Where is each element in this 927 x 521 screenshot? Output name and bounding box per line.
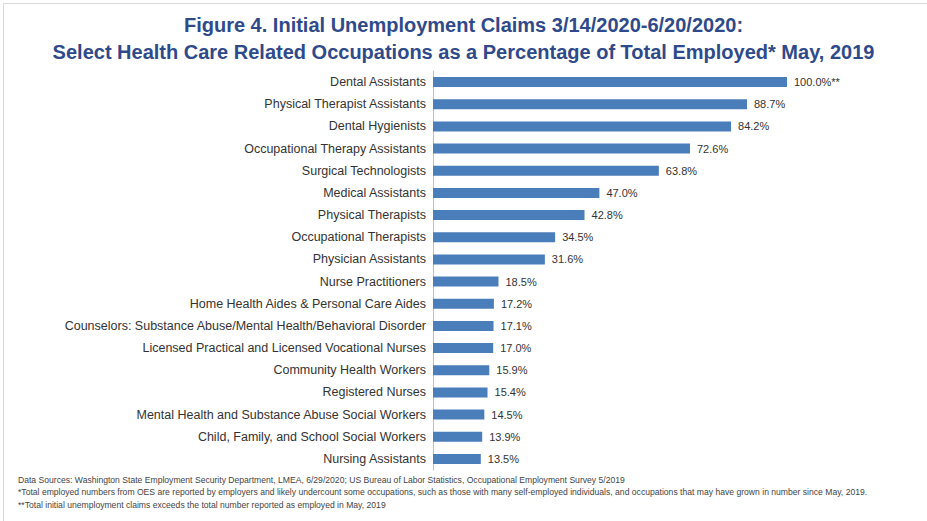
svg-text:Select Health Care Related Occ: Select Health Care Related Occupations a… [53, 41, 875, 63]
svg-text:17.0%: 17.0% [500, 342, 531, 354]
svg-text:Dental Hygienists: Dental Hygienists [329, 119, 426, 133]
svg-text:84.2%: 84.2% [738, 120, 769, 132]
svg-text:100.0%**: 100.0%** [794, 76, 841, 88]
svg-text:Nursing Assistants: Nursing Assistants [323, 452, 426, 466]
svg-text:Counselors: Substance Abuse/Me: Counselors: Substance Abuse/Mental Healt… [65, 319, 426, 333]
svg-text:Registered Nurses: Registered Nurses [322, 385, 426, 399]
svg-text:42.8%: 42.8% [592, 209, 623, 221]
svg-text:47.0%: 47.0% [606, 187, 637, 199]
svg-text:15.4%: 15.4% [495, 386, 526, 398]
svg-text:Child, Family, and School Soci: Child, Family, and School Social Workers [198, 430, 426, 444]
svg-text:13.5%: 13.5% [488, 453, 519, 465]
svg-text:Initial Unemployment Claims 3/: Initial Unemployment Claims 3/14/2020-6/… [267, 14, 743, 36]
svg-text:Licensed Practical and License: Licensed Practical and Licensed Vocation… [142, 341, 426, 355]
svg-text:34.5%: 34.5% [562, 231, 593, 243]
svg-text:Mental Health and Substance Ab: Mental Health and Substance Abuse Social… [136, 408, 426, 422]
svg-text:Occupational Therapists: Occupational Therapists [291, 230, 426, 244]
svg-text:**Total initial unemployment c: **Total initial unemployment claims exce… [18, 500, 386, 510]
svg-text:Data Sources: Washington State: Data Sources: Washington State Employmen… [18, 475, 625, 485]
svg-text:Physician Assistants: Physician Assistants [313, 252, 426, 266]
svg-text:17.1%: 17.1% [501, 320, 532, 332]
svg-text:88.7%: 88.7% [754, 98, 785, 110]
svg-text:*Total employed numbers from O: *Total employed numbers from OES are rep… [18, 487, 867, 497]
svg-text:13.9%: 13.9% [489, 431, 520, 443]
svg-text:15.9%: 15.9% [496, 364, 527, 376]
svg-text:Surgical Technologists: Surgical Technologists [302, 164, 426, 178]
svg-text:Physical Therapists: Physical Therapists [318, 208, 426, 222]
svg-text:Dental Assistants: Dental Assistants [330, 75, 426, 89]
svg-text:Medical Assistants: Medical Assistants [323, 186, 426, 200]
svg-text:14.5%: 14.5% [491, 409, 522, 421]
svg-text:31.6%: 31.6% [552, 253, 583, 265]
svg-text:Occupational Therapy Assistant: Occupational Therapy Assistants [244, 142, 426, 156]
svg-text:18.5%: 18.5% [505, 276, 536, 288]
svg-text:17.2%: 17.2% [501, 298, 532, 310]
svg-text:63.8%: 63.8% [666, 165, 697, 177]
svg-text:Community Health Workers: Community Health Workers [273, 363, 426, 377]
svg-text:Figure 4.: Figure 4. [184, 14, 267, 36]
svg-text:Home Health Aides & Personal C: Home Health Aides & Personal Care Aides [190, 297, 426, 311]
svg-text:Nurse Practitioners: Nurse Practitioners [320, 275, 426, 289]
svg-text:Physical Therapist Assistants: Physical Therapist Assistants [264, 97, 426, 111]
svg-text:72.6%: 72.6% [697, 143, 728, 155]
